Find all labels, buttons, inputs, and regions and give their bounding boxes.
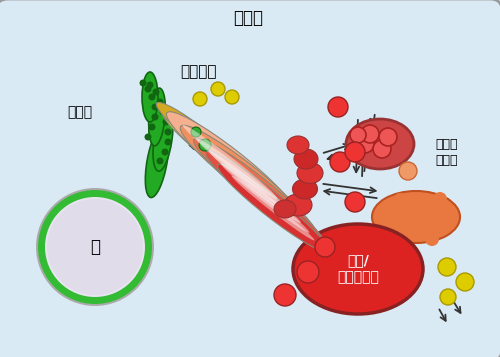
Circle shape bbox=[191, 127, 201, 137]
Circle shape bbox=[156, 157, 164, 165]
Text: ゴルジ体: ゴルジ体 bbox=[180, 65, 216, 80]
Circle shape bbox=[152, 104, 158, 111]
Ellipse shape bbox=[218, 164, 328, 252]
Ellipse shape bbox=[153, 107, 173, 171]
Circle shape bbox=[274, 284, 296, 306]
Text: 核: 核 bbox=[90, 238, 100, 256]
Circle shape bbox=[394, 193, 406, 205]
Ellipse shape bbox=[287, 136, 309, 154]
Ellipse shape bbox=[293, 224, 423, 314]
Ellipse shape bbox=[206, 151, 324, 245]
Text: エンド
ソーム: エンド ソーム bbox=[435, 137, 458, 166]
Circle shape bbox=[440, 289, 456, 305]
Ellipse shape bbox=[196, 139, 290, 212]
Circle shape bbox=[456, 273, 474, 291]
Circle shape bbox=[164, 129, 172, 136]
Circle shape bbox=[328, 97, 348, 117]
Circle shape bbox=[225, 90, 239, 104]
Circle shape bbox=[160, 109, 166, 116]
Circle shape bbox=[164, 139, 172, 146]
Ellipse shape bbox=[372, 191, 460, 243]
Ellipse shape bbox=[292, 179, 318, 199]
Ellipse shape bbox=[209, 151, 301, 223]
Circle shape bbox=[425, 232, 439, 246]
Circle shape bbox=[193, 92, 207, 106]
Ellipse shape bbox=[294, 149, 318, 169]
Ellipse shape bbox=[36, 188, 154, 306]
Text: 細胞膜: 細胞膜 bbox=[233, 9, 263, 27]
Text: 液胞/
リソソーム: 液胞/ リソソーム bbox=[337, 253, 379, 285]
Circle shape bbox=[148, 94, 156, 101]
Polygon shape bbox=[378, 195, 455, 242]
Circle shape bbox=[297, 261, 319, 283]
Circle shape bbox=[148, 124, 156, 131]
Circle shape bbox=[152, 114, 158, 121]
Circle shape bbox=[162, 119, 170, 126]
Circle shape bbox=[361, 125, 379, 143]
Ellipse shape bbox=[274, 200, 296, 218]
Circle shape bbox=[146, 81, 154, 89]
Circle shape bbox=[211, 82, 225, 96]
Ellipse shape bbox=[47, 199, 143, 295]
Ellipse shape bbox=[297, 162, 323, 183]
Ellipse shape bbox=[45, 197, 145, 297]
Circle shape bbox=[315, 237, 335, 257]
Ellipse shape bbox=[148, 88, 166, 146]
Ellipse shape bbox=[284, 194, 312, 216]
Circle shape bbox=[356, 135, 374, 153]
Ellipse shape bbox=[168, 111, 232, 162]
Circle shape bbox=[140, 80, 146, 86]
Circle shape bbox=[152, 89, 160, 96]
Circle shape bbox=[350, 127, 366, 143]
Ellipse shape bbox=[182, 125, 278, 199]
Ellipse shape bbox=[166, 112, 294, 212]
Circle shape bbox=[373, 140, 391, 158]
Ellipse shape bbox=[174, 120, 252, 180]
Circle shape bbox=[345, 142, 365, 162]
Ellipse shape bbox=[142, 72, 158, 122]
Circle shape bbox=[330, 152, 350, 172]
Ellipse shape bbox=[180, 125, 306, 225]
Ellipse shape bbox=[194, 139, 316, 236]
Circle shape bbox=[144, 134, 152, 141]
Ellipse shape bbox=[346, 119, 414, 169]
Circle shape bbox=[438, 258, 456, 276]
Ellipse shape bbox=[146, 126, 169, 197]
Circle shape bbox=[379, 128, 397, 146]
Circle shape bbox=[442, 216, 454, 228]
Circle shape bbox=[390, 227, 406, 243]
Ellipse shape bbox=[232, 176, 314, 241]
Circle shape bbox=[399, 162, 417, 180]
Circle shape bbox=[433, 192, 447, 206]
Circle shape bbox=[199, 139, 211, 151]
Ellipse shape bbox=[220, 163, 310, 233]
Circle shape bbox=[345, 192, 365, 212]
Ellipse shape bbox=[38, 190, 152, 304]
Circle shape bbox=[162, 149, 168, 156]
Text: 小胞体: 小胞体 bbox=[68, 105, 92, 119]
Ellipse shape bbox=[162, 109, 264, 191]
Ellipse shape bbox=[156, 102, 244, 172]
Circle shape bbox=[144, 85, 152, 92]
Circle shape bbox=[156, 99, 164, 106]
